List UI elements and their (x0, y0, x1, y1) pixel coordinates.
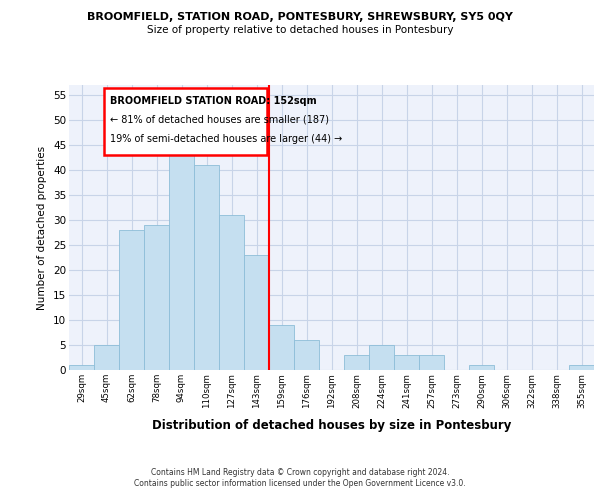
Bar (344, 355, 369, 370)
Bar (94, 345, 119, 370)
Bar (569, 365, 594, 370)
Text: Contains HM Land Registry data © Crown copyright and database right 2024.
Contai: Contains HM Land Registry data © Crown c… (134, 468, 466, 487)
Bar (269, 325, 294, 370)
Bar (144, 225, 169, 370)
Text: ← 81% of detached houses are smaller (187): ← 81% of detached houses are smaller (18… (110, 115, 329, 125)
Bar (394, 355, 419, 370)
Bar (294, 340, 319, 370)
Bar (69, 365, 94, 370)
Bar (169, 155, 194, 370)
Bar (194, 165, 219, 370)
Text: BROOMFIELD STATION ROAD: 152sqm: BROOMFIELD STATION ROAD: 152sqm (110, 96, 317, 106)
Text: 19% of semi-detached houses are larger (44) →: 19% of semi-detached houses are larger (… (110, 134, 343, 143)
Bar (469, 365, 494, 370)
Text: Size of property relative to detached houses in Pontesbury: Size of property relative to detached ho… (147, 25, 453, 35)
FancyBboxPatch shape (104, 88, 266, 155)
Bar (219, 215, 244, 370)
Text: BROOMFIELD, STATION ROAD, PONTESBURY, SHREWSBURY, SY5 0QY: BROOMFIELD, STATION ROAD, PONTESBURY, SH… (87, 12, 513, 22)
Y-axis label: Number of detached properties: Number of detached properties (37, 146, 47, 310)
Bar (119, 230, 144, 370)
Bar (369, 345, 394, 370)
X-axis label: Distribution of detached houses by size in Pontesbury: Distribution of detached houses by size … (152, 419, 511, 432)
Bar (419, 355, 444, 370)
Bar (244, 255, 269, 370)
